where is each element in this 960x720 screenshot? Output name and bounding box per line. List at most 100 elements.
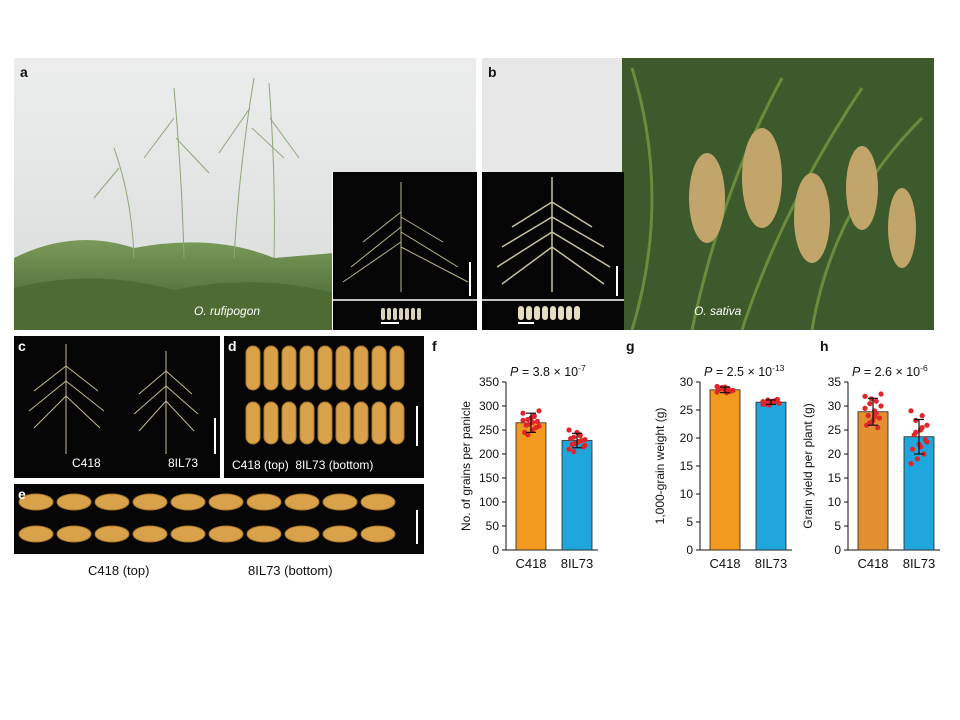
scale-bar-a-vertical [469,262,471,296]
data-point [878,403,884,409]
data-point [727,388,733,395]
species-label-a: O. rufipogon [194,304,261,318]
inset-panicle-b [482,172,624,330]
grain-e [322,525,358,543]
data-point [536,423,542,429]
y-axis-label: 1,000-grain weight (g) [653,408,667,525]
scale-bar-b-horizontal [518,322,534,324]
data-point [924,422,930,428]
data-point [525,432,531,438]
p-value-label: P = 2.6 × 10-6 [852,363,928,379]
grain-e [18,493,54,511]
data-point [566,427,572,433]
grain-e [360,493,396,511]
y-tick-label: 250 [479,423,499,437]
bar-8il73 [903,436,935,551]
x-tick-label: 8IL73 [903,556,936,571]
y-tick-label: 5 [834,519,841,533]
data-point [531,413,537,420]
grains-image-e [18,493,396,543]
panel-d-label: d [228,338,237,354]
chart-h: 0 5 10 15 20 25 30 35 Grain yield per plant (g) C… [801,363,940,571]
data-point [875,425,881,431]
y-axis-label: No. of grains per panicle [459,401,473,531]
panel-d-grains: d C418 (top) 8IL73 (bottom) [224,336,424,478]
data-point [873,398,879,404]
panel-e-grains: e [14,484,424,554]
grain-e [18,525,54,543]
bar-c418 [709,389,741,551]
data-point [760,399,766,405]
y-tick-label: 350 [479,375,499,389]
data-point [520,410,526,416]
grain-e [56,493,92,511]
panel-a-label: a [20,64,28,80]
y-tick-label: 50 [486,519,500,533]
p-value-label: P = 3.8 × 10-7 [510,363,586,379]
bar-8il73 [755,401,787,551]
bar-c418 [515,422,547,551]
data-point [908,461,914,467]
y-tick-label: 20 [680,431,694,445]
data-point [867,401,873,407]
grain-e [284,493,320,511]
x-tick-label: C418 [857,556,888,571]
panel-c-panicles: c C418 8IL73 [14,336,220,478]
grain-e [208,525,244,543]
x-tick-label: C418 [709,556,740,571]
y-tick-label: 20 [828,447,842,461]
x-tick-label: C418 [515,556,546,571]
panel-g-label: g [626,338,635,354]
panicles-image-c [28,344,199,454]
caption-e-left: C418 (top) [88,563,150,578]
grain-e [94,493,130,511]
data-point [908,408,914,414]
grain-e [322,493,358,511]
data-point [862,405,868,411]
panel-e-label: e [18,486,26,502]
x-tick-label: 8IL73 [561,556,594,571]
y-tick-label: 15 [828,471,842,485]
data-point [568,436,574,442]
bar-c418 [857,411,889,551]
y-tick-label: 30 [828,399,842,413]
panel-f-label: f [432,338,437,354]
data-point [571,449,577,455]
grain-e [170,525,206,543]
data-point [919,425,925,431]
y-tick-label: 15 [680,459,694,473]
grain-e [208,493,244,511]
scale-bar-b-vertical [616,266,618,296]
data-point [910,446,916,452]
panel-b-label: b [488,64,497,80]
x-tick-label: 8IL73 [755,556,788,571]
y-tick-label: 150 [479,471,499,485]
y-tick-label: 100 [479,495,499,509]
grain-e [284,525,320,543]
panicle-image-a [333,182,477,320]
data-point [924,439,930,445]
data-point [714,383,720,390]
grain-e [56,525,92,543]
y-tick-label: 300 [479,399,499,413]
data-point [919,413,925,419]
y-tick-label: 30 [680,375,694,389]
data-point [913,429,919,435]
data-point [862,393,868,399]
panel-h-label: h [820,338,829,354]
y-tick-label: 0 [686,543,693,557]
data-point [577,433,583,439]
y-tick-label: 0 [834,543,841,557]
species-label-b: O. sativa [694,304,742,318]
y-axis-label: Grain yield per plant (g) [801,403,815,528]
p-value-label: P = 2.5 × 10-13 [704,363,785,379]
grains-image-d [245,345,405,445]
data-point [582,442,588,448]
scale-bar-a-horizontal [381,322,399,324]
bar-8il73 [561,440,593,551]
scale-bar-d [416,406,418,446]
data-point [536,408,542,414]
data-point [865,413,871,419]
caption-e-right: 8IL73 (bottom) [248,563,333,578]
data-point [867,420,873,426]
